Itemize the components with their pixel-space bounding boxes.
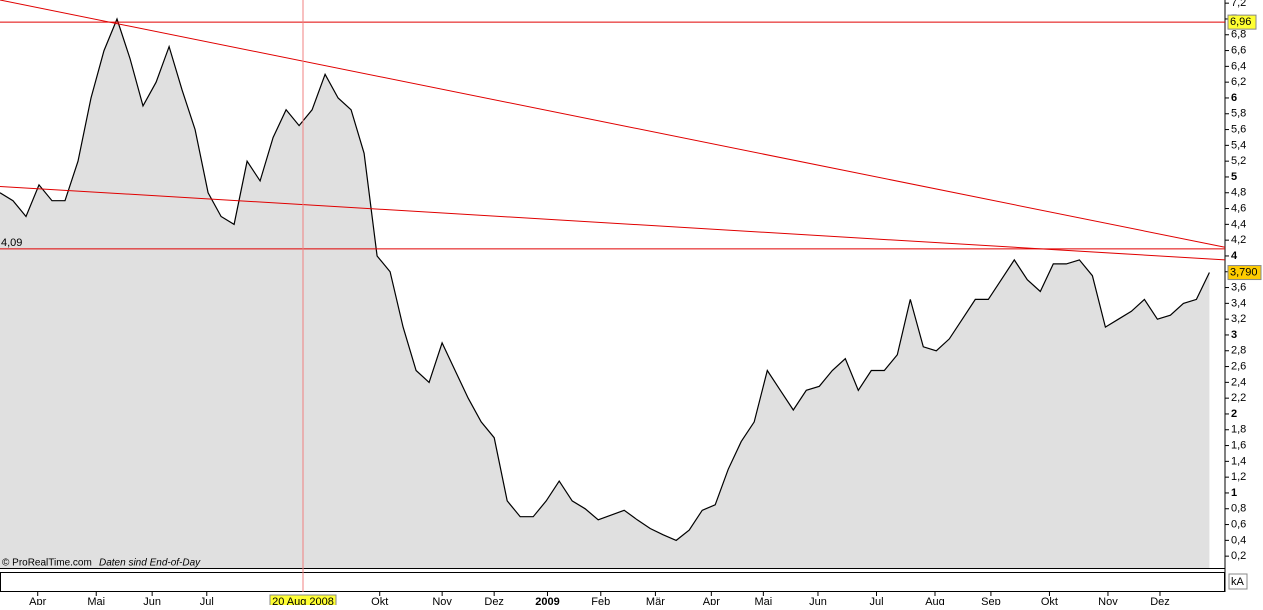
last-value-label: 3,790	[1230, 266, 1258, 278]
x-tick-label: Apr	[703, 596, 720, 605]
volume-label: kA	[1231, 576, 1245, 588]
footer: © ProRealTime.com	[2, 558, 92, 569]
reference-label: 6,96	[1230, 16, 1251, 28]
y-tick-label: 6,2	[1231, 76, 1246, 88]
reference-label: 4,09	[1, 237, 22, 249]
x-tick-label: Okt	[371, 596, 388, 605]
crosshair-label: 20 Aug 2008	[272, 596, 334, 605]
y-tick-label: 1,6	[1231, 439, 1246, 451]
y-tick-label: 4,4	[1231, 218, 1246, 230]
y-tick-label: 0,8	[1231, 503, 1246, 515]
x-tick-label: Dez	[484, 596, 504, 605]
x-tick-label: Jun	[809, 596, 827, 605]
x-tick-label: Sep	[981, 596, 1001, 605]
y-tick-label: 5,8	[1231, 108, 1246, 120]
y-tick-label: 3	[1231, 329, 1237, 341]
trend-line	[0, 185, 1226, 261]
x-tick-label: Dez	[1150, 596, 1170, 605]
y-tick-label: 5,4	[1231, 139, 1246, 151]
y-tick-label: 4,6	[1231, 202, 1246, 214]
y-tick-label: 2	[1231, 408, 1237, 420]
y-tick-label: 6,8	[1231, 29, 1246, 41]
y-tick-label: 4,8	[1231, 187, 1246, 199]
y-tick-label: 3,2	[1231, 313, 1246, 325]
x-tick-label: Aug	[925, 596, 945, 605]
y-tick-label: 2,4	[1231, 376, 1246, 388]
y-tick-label: 4	[1231, 250, 1238, 262]
y-tick-label: 6,6	[1231, 44, 1246, 56]
y-tick-label: 4,2	[1231, 234, 1246, 246]
y-tick-label: 3,6	[1231, 281, 1246, 293]
x-tick-label: Apr	[29, 596, 46, 605]
footer-note: Daten sind End-of-Day	[99, 558, 201, 569]
x-tick-label: Mär	[646, 596, 665, 605]
y-tick-label: 0,4	[1231, 534, 1246, 546]
last-value-box	[1227, 265, 1262, 281]
y-tick-label: 5	[1231, 171, 1237, 183]
y-tick-label: 1,4	[1231, 455, 1246, 467]
trend-line	[0, 0, 1226, 248]
x-tick-label: Jun	[143, 596, 161, 605]
area-fill	[0, 19, 1210, 568]
y-tick-label: 2,8	[1231, 345, 1246, 357]
volume-label-box	[1228, 573, 1248, 590]
x-tick-label: Jul	[869, 596, 883, 605]
price-line	[0, 17, 1210, 542]
y-tick-label: 1	[1231, 487, 1237, 499]
x-tick-label: Mai	[754, 596, 772, 605]
x-tick-label: Nov	[1098, 596, 1118, 605]
y-tick-label: 2,6	[1231, 360, 1246, 372]
x-tick-label: Feb	[591, 596, 610, 605]
y-tick-label: 6,4	[1231, 60, 1246, 72]
reference-label-box	[1227, 14, 1257, 30]
y-tick-label: 3,4	[1231, 297, 1246, 309]
y-tick-label: 0,6	[1231, 518, 1246, 530]
y-tick-label: 7,2	[1231, 0, 1246, 9]
x-tick-label: Okt	[1041, 596, 1058, 605]
y-tick-label: 0,2	[1231, 550, 1246, 562]
y-tick-label: 1,8	[1231, 424, 1246, 436]
x-tick-label: Mai	[87, 596, 105, 605]
y-tick-label: 5,6	[1231, 123, 1246, 135]
volume-panel	[0, 572, 1225, 592]
y-tick-label: 2,2	[1231, 392, 1246, 404]
y-tick-label: 6	[1231, 92, 1237, 104]
y-tick-label: 1,2	[1231, 471, 1246, 483]
x-tick-label: Nov	[432, 596, 452, 605]
y-tick-label: 5,2	[1231, 155, 1246, 167]
x-tick-label: Jul	[200, 596, 214, 605]
x-tick-label: 2009	[535, 596, 559, 605]
